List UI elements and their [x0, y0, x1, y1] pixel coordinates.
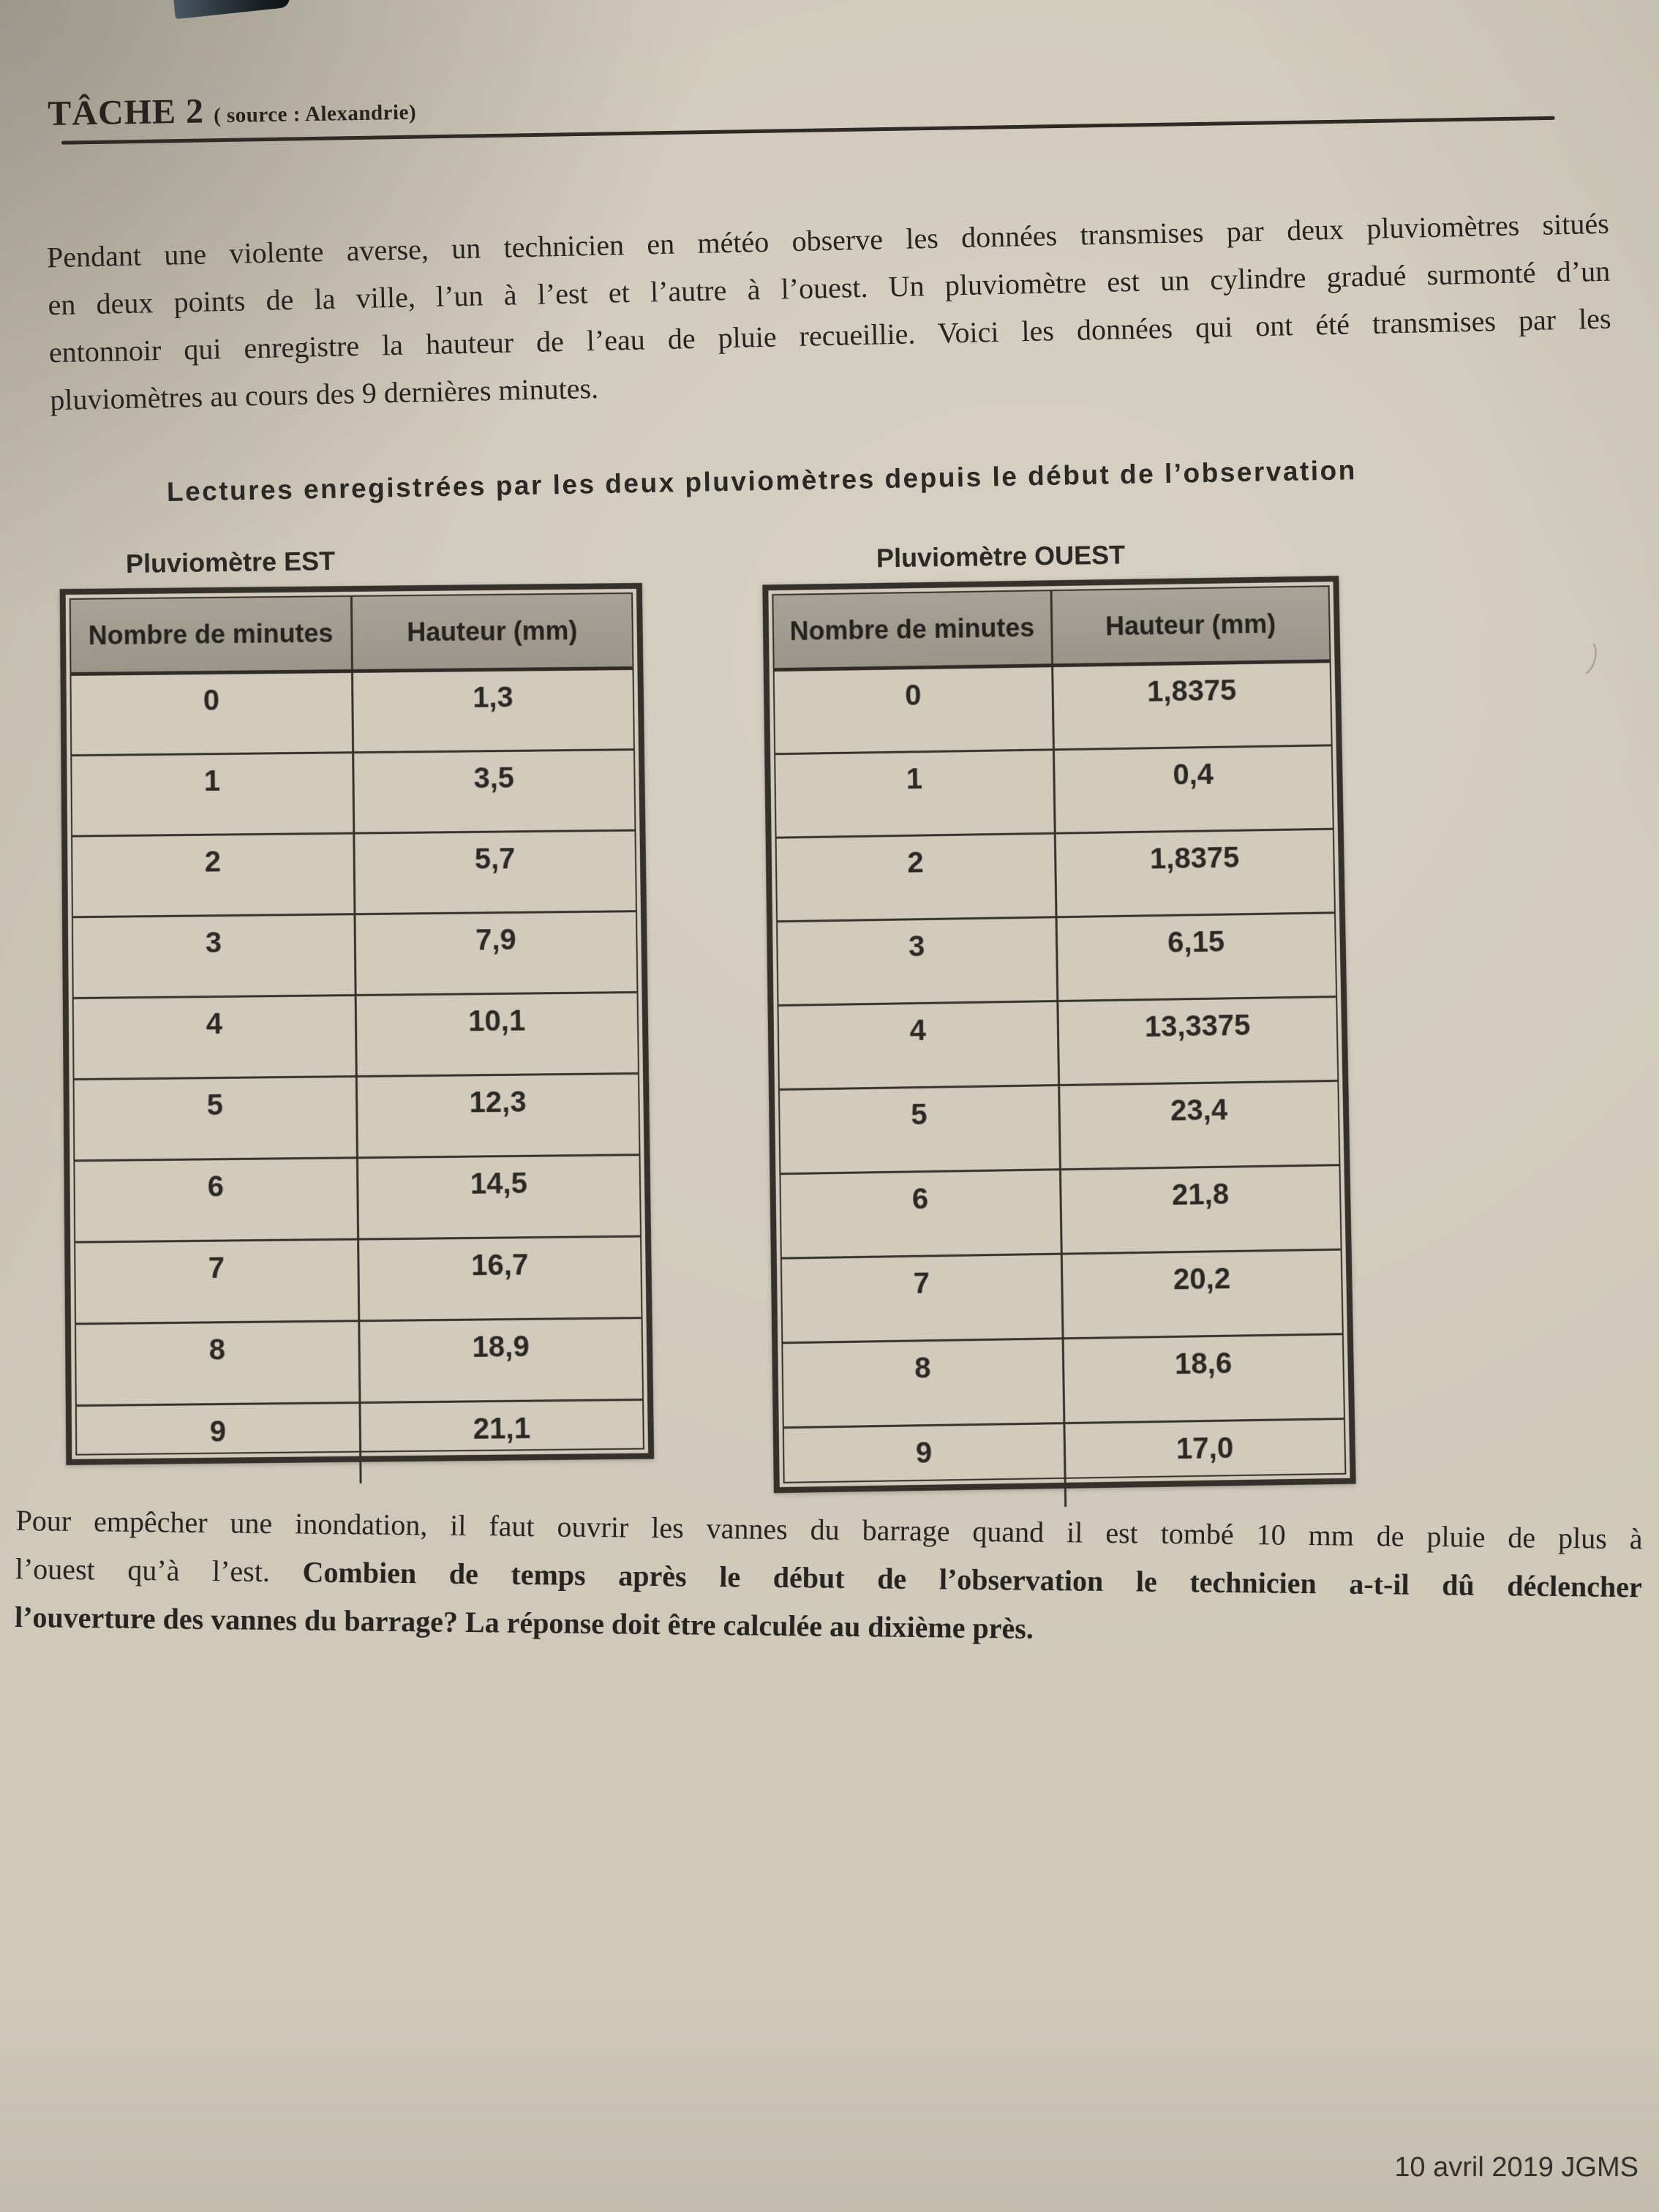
- table-row: 4 10,1: [73, 992, 638, 1080]
- table-cell: 3,5: [353, 749, 635, 834]
- table-ouest-head: Nombre de minutes Hauteur (mm): [773, 587, 1330, 670]
- table-row: 0 1,3: [71, 668, 633, 756]
- table-cell: 9: [76, 1402, 361, 1487]
- rain-gauge-table-est: Nombre de minutes Hauteur (mm) 0 1,3 1 3,5 2…: [70, 593, 644, 1487]
- header-row: Nombre de minutes Hauteur (mm): [773, 587, 1330, 670]
- bold-text: Combien de temps après le début de l’obs…: [302, 1555, 1642, 1604]
- table-row: 6 21,8: [780, 1165, 1341, 1259]
- table-cell: 7: [75, 1239, 359, 1324]
- table-cell: 5: [779, 1085, 1060, 1174]
- column-header-minutes: Nombre de minutes: [70, 596, 352, 674]
- task-title: TÂCHE 2: [47, 91, 205, 134]
- table-row: 9 21,1: [76, 1399, 644, 1487]
- table-row: 5 23,4: [779, 1080, 1339, 1174]
- intro-paragraph: Pendant une violente averse, un technici…: [46, 200, 1612, 424]
- table-cell: 17,0: [1064, 1418, 1346, 1508]
- table-est-head: Nombre de minutes Hauteur (mm): [70, 593, 633, 674]
- table-cell: 4: [778, 1001, 1059, 1090]
- table-est-inner-border: Nombre de minutes Hauteur (mm) 0 1,3 1 3,5 2…: [69, 592, 644, 1487]
- document-header: TÂCHE 2 ( source : Alexandrie): [48, 68, 1614, 145]
- table-row: 1 3,5: [72, 749, 635, 837]
- table-cell: 20,2: [1061, 1249, 1342, 1339]
- table-cell: 7,9: [354, 911, 637, 996]
- table-cell: 5: [74, 1076, 357, 1161]
- table-est: Nombre de minutes Hauteur (mm) 0 1,3 1 3,5 2…: [59, 582, 655, 1487]
- table-cell: 21,8: [1059, 1165, 1341, 1254]
- table-row: 0 1,8375: [774, 661, 1331, 754]
- table-row: 8 18,9: [76, 1317, 643, 1406]
- table-cell: 16,7: [358, 1236, 642, 1321]
- table-cell: 2: [72, 833, 355, 917]
- table-cell: 3: [72, 914, 356, 998]
- column-header-hauteur: Hauteur (mm): [350, 593, 633, 672]
- table-cell: 1,8375: [1052, 661, 1331, 750]
- table-cell: 0,4: [1053, 745, 1333, 834]
- table-cell: 7: [781, 1254, 1063, 1343]
- table-cell: 9: [783, 1423, 1066, 1512]
- table-cell: 1,8375: [1054, 829, 1334, 917]
- question-paragraph: Pour empêcher une inondation, il faut ou…: [15, 1497, 1643, 1660]
- table-title-ouest: Pluviomètre OUEST: [876, 539, 1126, 573]
- table-cell: 10,1: [355, 992, 638, 1077]
- table-row: 4 13,3375: [778, 996, 1338, 1090]
- table-row: 6 14,5: [75, 1154, 641, 1243]
- table-row: 5 12,3: [74, 1073, 639, 1161]
- table-cell: 6,15: [1056, 912, 1336, 1001]
- table-cell: 8: [783, 1338, 1064, 1428]
- table-cell: 1: [775, 749, 1055, 838]
- table-cell: 1: [72, 752, 354, 837]
- table-ouest: Nombre de minutes Hauteur (mm) 0 1,8375 1 0…: [762, 576, 1356, 1512]
- table-row: 3 7,9: [72, 911, 637, 998]
- bold-text: l’ouverture des vannes du barrage? La ré…: [14, 1600, 1034, 1645]
- table-est-body: 0 1,3 1 3,5 2 5,7 3 7,9 4 10,1 5 12,3 6 14,5 7 16,7 8 18,…: [71, 668, 644, 1487]
- table-cell: 6: [780, 1169, 1061, 1259]
- table-cell: 4: [73, 995, 356, 1080]
- table-ouest-body: 0 1,8375 1 0,4 2 1,8375 3 6,15 4 13,3375 5 23,4 6 21,…: [774, 661, 1346, 1512]
- table-ouest-inner-border: Nombre de minutes Hauteur (mm) 0 1,8375 1 0…: [772, 585, 1347, 1512]
- table-cell: 14,5: [356, 1154, 641, 1240]
- table-cell: 0: [71, 671, 353, 756]
- column-header-hauteur: Hauteur (mm): [1050, 587, 1330, 666]
- table-row: 1 0,4: [775, 745, 1333, 838]
- rain-gauge-table-ouest: Nombre de minutes Hauteur (mm) 0 1,8375 1 0…: [773, 587, 1346, 1512]
- footer-date: 10 avril 2019 JGMS: [1394, 2152, 1639, 2183]
- text: pluviomètres au cours des 9 dernières mi…: [49, 371, 599, 417]
- table-row: 9 17,0: [783, 1418, 1346, 1512]
- text: l’ouest qu’à l’est.: [15, 1551, 303, 1589]
- table-title-est: Pluviomètre EST: [125, 546, 336, 579]
- faint-pen-mark: [1560, 631, 1601, 681]
- header-row: Nombre de minutes Hauteur (mm): [70, 593, 633, 674]
- table-cell: 6: [75, 1157, 358, 1243]
- page-title: TÂCHE 2 ( source : Alexandrie): [48, 68, 1614, 134]
- table-cell: 18,9: [358, 1317, 643, 1403]
- table-row: 7 16,7: [75, 1236, 642, 1324]
- table-row: 8 18,6: [783, 1333, 1344, 1428]
- table-cell: 2: [776, 833, 1056, 922]
- column-header-minutes: Nombre de minutes: [773, 591, 1053, 670]
- table-cell: 23,4: [1058, 1080, 1339, 1170]
- table-cell: 12,3: [356, 1073, 639, 1158]
- table-row: 2 5,7: [72, 830, 636, 917]
- tables-caption: Lectures enregistrées par les deux pluvi…: [166, 455, 1358, 507]
- table-row: 2 1,8375: [776, 829, 1334, 922]
- table-row: 3 6,15: [778, 912, 1336, 1006]
- table-cell: 8: [76, 1320, 360, 1406]
- task-source: ( source : Alexandrie): [213, 100, 417, 128]
- table-cell: 3: [778, 917, 1058, 1006]
- dark-object-top-edge: [173, 0, 291, 20]
- table-row: 7 20,2: [781, 1249, 1342, 1343]
- table-cell: 1,3: [351, 668, 633, 753]
- table-cell: 21,1: [359, 1399, 644, 1484]
- table-cell: 13,3375: [1057, 996, 1338, 1086]
- table-cell: 5,7: [353, 830, 636, 914]
- table-cell: 18,6: [1062, 1333, 1344, 1423]
- table-cell: 0: [774, 665, 1053, 754]
